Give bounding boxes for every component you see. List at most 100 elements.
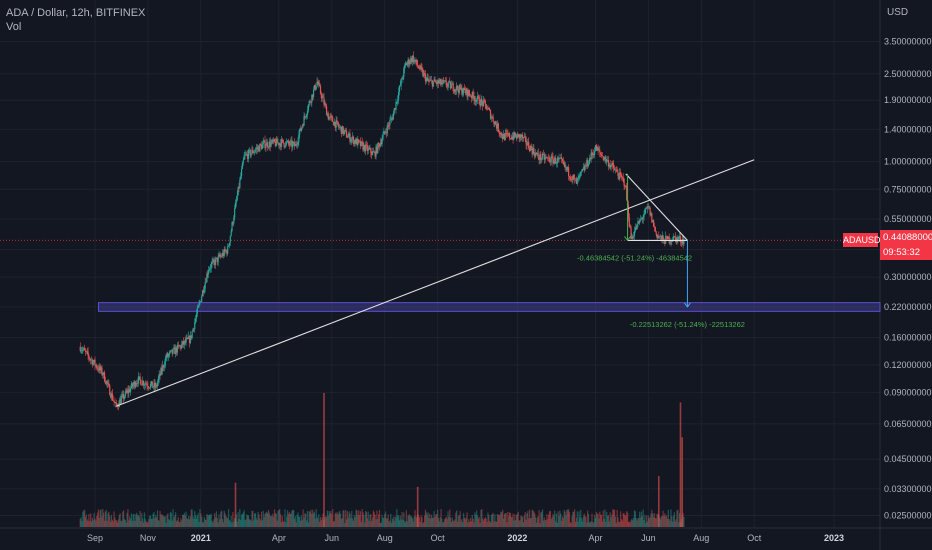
volume-bar [436, 514, 438, 527]
candle-body [467, 90, 469, 97]
volume-bar [105, 509, 107, 527]
volume-bar [85, 514, 87, 527]
candle-body [539, 153, 541, 160]
candle-body [470, 96, 473, 98]
x-tick-label: 2021 [191, 533, 211, 543]
candle-body [542, 153, 545, 155]
triangle-upper-line[interactable] [625, 173, 688, 241]
candle-body [672, 240, 674, 242]
volume-bar [582, 516, 584, 527]
candle-body [610, 165, 612, 168]
volume-bar [326, 510, 329, 527]
volume-bar [123, 510, 125, 527]
volume-bar [398, 520, 401, 527]
volume-bar [548, 514, 550, 527]
volume-bar [243, 510, 245, 527]
candle-body [614, 169, 617, 171]
volume-bar [567, 509, 570, 527]
candle-body [310, 102, 312, 103]
candle-body [483, 99, 486, 101]
volume-bar [617, 517, 619, 527]
volume-bar [116, 520, 118, 527]
candle-body [209, 268, 211, 270]
candle-body [220, 255, 222, 257]
candle-body [513, 132, 515, 140]
volume-bar [526, 513, 528, 527]
support-zone[interactable] [97, 302, 881, 312]
volume-bar [169, 511, 172, 527]
volume-bar [460, 520, 462, 527]
volume-bar [624, 515, 626, 527]
volume-bar [156, 510, 159, 527]
volume-bar [587, 513, 590, 527]
rising-trendline[interactable] [115, 159, 755, 407]
candle-body [207, 273, 209, 275]
volume-bar [83, 510, 85, 527]
candle-body [593, 153, 595, 155]
candle-body [159, 374, 161, 376]
volume-bar [432, 517, 434, 527]
volume-bar [126, 512, 128, 527]
candle-body [166, 353, 168, 358]
volume-bar [628, 521, 630, 527]
volume-bar [522, 517, 524, 527]
volume-bar [471, 514, 473, 527]
volume-bar [638, 518, 640, 527]
candle-body [171, 349, 173, 354]
candle-body [138, 376, 140, 378]
candle-body [190, 335, 192, 338]
candle-body [436, 82, 438, 84]
candle-body [363, 145, 365, 150]
candle-body [445, 80, 447, 86]
volume-bar [135, 514, 137, 527]
candle-body [655, 231, 657, 235]
candle-body [133, 381, 135, 385]
candle-body [585, 165, 587, 167]
volume-bar [639, 511, 641, 527]
candle-body [680, 242, 682, 243]
candle-body [368, 148, 370, 149]
candle-body [473, 96, 475, 101]
candle-body [329, 115, 331, 118]
candle-body [645, 208, 647, 210]
candle-body [528, 148, 531, 152]
volume-bar [214, 517, 217, 527]
volume-bar [553, 515, 555, 527]
volume-bar [607, 515, 610, 527]
volume-bar [344, 522, 346, 527]
volume-bar [294, 516, 296, 527]
candle-body [624, 185, 626, 187]
volume-bar [674, 521, 676, 527]
volume-bar [188, 519, 191, 527]
volume-bar [349, 513, 351, 527]
projection-arrowhead [684, 302, 691, 308]
candle-body [212, 259, 214, 262]
volume-bar [372, 510, 375, 527]
currency-label: USD [887, 7, 909, 18]
candle-body [185, 338, 187, 343]
volume-bar [174, 515, 176, 527]
candle-body [594, 145, 597, 152]
candle-body [597, 147, 599, 151]
candle-body [681, 239, 683, 243]
volume-bar [208, 514, 211, 527]
candle-body [136, 383, 138, 385]
volume-indicator-label[interactable]: Vol [6, 21, 22, 33]
candle-body [548, 157, 550, 159]
candle-body [570, 179, 572, 180]
volume-bar [242, 512, 244, 527]
candle-body [153, 383, 155, 388]
volume-bar [371, 521, 373, 527]
volume-bar [97, 512, 99, 527]
candle-body [287, 140, 290, 144]
candle-body [643, 214, 645, 218]
volume-bar [157, 519, 159, 527]
candle-body [532, 148, 534, 154]
volume-bar [603, 518, 605, 527]
volume-bar [467, 522, 469, 527]
volume-bar [325, 516, 327, 527]
volume-bar [115, 520, 117, 527]
candle-body [404, 65, 406, 69]
